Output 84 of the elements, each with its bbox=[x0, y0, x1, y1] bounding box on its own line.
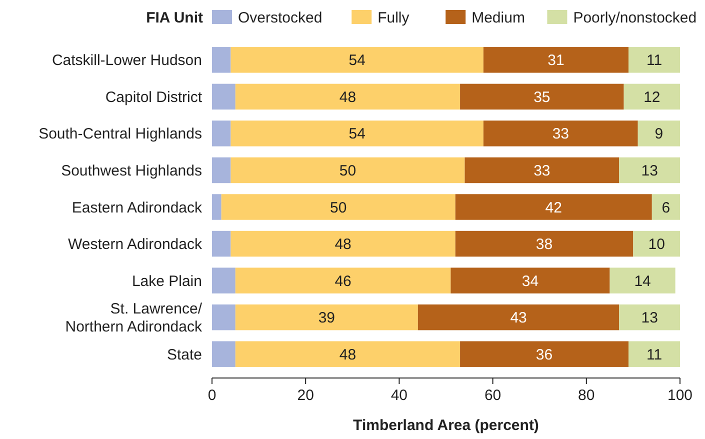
bar bbox=[628, 341, 680, 367]
data-label: 48 bbox=[339, 88, 356, 106]
bar bbox=[212, 84, 236, 110]
bar bbox=[230, 230, 456, 257]
bar bbox=[464, 157, 620, 184]
y-tick-label: Capitol District bbox=[105, 88, 203, 106]
bar bbox=[212, 230, 231, 257]
data-label: 12 bbox=[644, 88, 660, 106]
data-label: 54 bbox=[348, 126, 366, 143]
x-axis-title: Timberland Area (percent) bbox=[353, 417, 539, 434]
legend-label: Overstocked bbox=[238, 9, 322, 26]
bar bbox=[235, 84, 460, 110]
bar bbox=[652, 194, 680, 220]
bar bbox=[633, 230, 680, 257]
y-tick-label: Western Adirondack bbox=[68, 236, 202, 254]
bar bbox=[418, 304, 620, 330]
bar bbox=[460, 84, 624, 110]
y-tick-label: State bbox=[166, 346, 202, 364]
bar bbox=[455, 194, 652, 220]
x-tick-label: 0 bbox=[208, 387, 216, 404]
bar bbox=[235, 341, 460, 367]
data-label: 31 bbox=[548, 52, 564, 70]
bar bbox=[230, 120, 484, 146]
legend-label: Poorly/nonstocked bbox=[573, 9, 697, 26]
x-tick-label: 40 bbox=[390, 387, 408, 404]
bar bbox=[619, 157, 680, 184]
data-label: 13 bbox=[641, 162, 658, 180]
data-label: 48 bbox=[339, 346, 356, 364]
data-label: 48 bbox=[334, 236, 352, 254]
data-label: 9 bbox=[654, 126, 664, 143]
bar bbox=[483, 120, 638, 146]
bar bbox=[610, 268, 676, 294]
x-tick-label: 60 bbox=[484, 387, 502, 404]
bar bbox=[483, 47, 629, 73]
bar bbox=[628, 47, 680, 73]
bar bbox=[460, 341, 629, 367]
data-label: 6 bbox=[662, 199, 670, 216]
data-label: 50 bbox=[330, 199, 347, 216]
data-label: 43 bbox=[510, 310, 527, 327]
bar bbox=[212, 341, 236, 367]
y-tick-label: Catskill-Lower Hudson bbox=[52, 52, 202, 70]
data-label: 33 bbox=[534, 162, 550, 180]
data-label: 54 bbox=[348, 52, 366, 70]
y-tick-label: Lake Plain bbox=[132, 272, 202, 290]
bar bbox=[619, 304, 680, 330]
data-label: 39 bbox=[318, 310, 336, 327]
data-label: 11 bbox=[646, 52, 662, 70]
bar bbox=[230, 157, 465, 184]
data-label: 34 bbox=[522, 272, 539, 290]
data-label: 14 bbox=[634, 272, 651, 290]
x-tick-label: 100 bbox=[667, 387, 693, 404]
bar bbox=[212, 47, 231, 73]
y-tick-label: South-Central Highlands bbox=[38, 126, 202, 143]
bar bbox=[221, 194, 456, 220]
data-label: 50 bbox=[339, 162, 356, 180]
legend-label: Medium bbox=[472, 9, 525, 26]
data-label: 10 bbox=[648, 236, 665, 254]
bar bbox=[212, 194, 222, 220]
bar bbox=[235, 268, 451, 294]
data-label: 46 bbox=[334, 272, 352, 290]
legend-label: Fully bbox=[378, 9, 410, 26]
data-label: 13 bbox=[641, 310, 658, 327]
bar bbox=[212, 268, 236, 294]
data-label: 42 bbox=[545, 199, 562, 216]
bar bbox=[235, 304, 418, 330]
data-label: 38 bbox=[536, 236, 553, 254]
bar bbox=[455, 230, 634, 257]
bar bbox=[450, 268, 610, 294]
bar bbox=[624, 84, 680, 110]
bar bbox=[638, 120, 680, 146]
y-tick-label: St. Lawrence/ Northern Adirondack bbox=[65, 300, 203, 336]
bar bbox=[212, 120, 231, 146]
data-label: 36 bbox=[536, 346, 553, 364]
data-label: 33 bbox=[552, 126, 570, 143]
x-tick-label: 80 bbox=[578, 387, 595, 404]
bar bbox=[212, 304, 236, 330]
y-tick-label: Southwest Highlands bbox=[61, 162, 202, 180]
x-tick-label: 20 bbox=[297, 387, 314, 404]
bar bbox=[230, 47, 484, 73]
data-label: 11 bbox=[646, 346, 662, 364]
y-tick-label: Eastern Adirondack bbox=[72, 199, 202, 216]
bar bbox=[212, 157, 231, 184]
legend-title: FIA Unit bbox=[146, 9, 203, 26]
data-label: 35 bbox=[534, 88, 550, 106]
